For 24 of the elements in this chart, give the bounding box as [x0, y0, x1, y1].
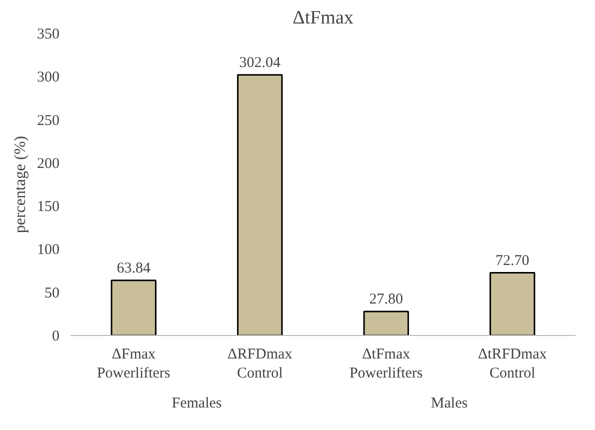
data-label: 72.70 — [496, 252, 530, 269]
x-tick-label: ΔtRFDmax Control — [478, 346, 548, 382]
y-axis-title: percentage (%) — [12, 136, 29, 234]
data-label: 302.04 — [239, 54, 281, 71]
data-label: 63.84 — [116, 260, 151, 276]
y-tick-label: 350 — [37, 26, 60, 42]
y-tick-label: 50 — [44, 285, 60, 302]
y-tick-label: 250 — [37, 112, 60, 129]
chart-title: ΔtFmax — [292, 8, 354, 28]
y-tick-label: 200 — [37, 156, 60, 172]
y-tick-label: 150 — [37, 199, 60, 216]
bar — [237, 74, 283, 336]
y-tick-label: 0 — [52, 328, 60, 344]
data-label: 27.80 — [369, 292, 403, 308]
x-tick-label: ΔFmax Powerlifters — [96, 346, 170, 382]
bar — [110, 280, 156, 336]
text: Females — [172, 396, 222, 412]
x-tick-label: ΔRFDmax Control — [228, 346, 293, 382]
bar — [363, 310, 409, 336]
text: Males — [430, 396, 468, 412]
y-tick-label: 300 — [37, 70, 60, 86]
bar — [490, 272, 536, 336]
x-tick-label: ΔtFmax Powerlifters — [349, 346, 423, 382]
y-tick-label: 100 — [37, 242, 60, 258]
